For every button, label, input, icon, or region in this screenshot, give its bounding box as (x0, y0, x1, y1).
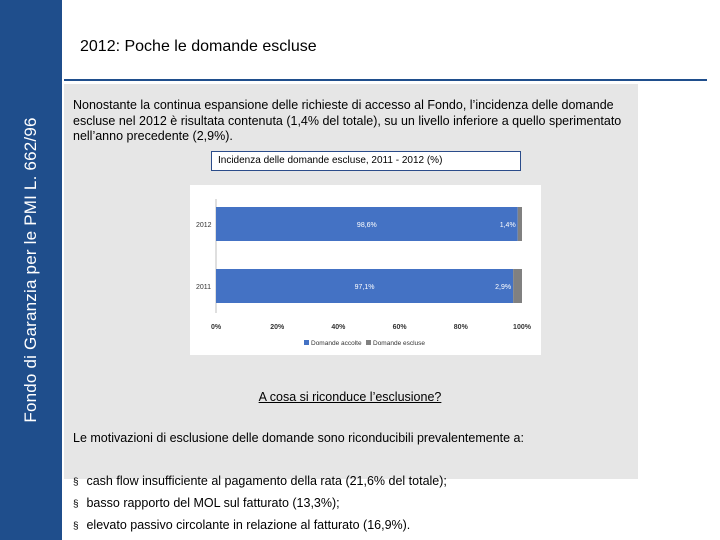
bullet-icon: § (73, 477, 79, 488)
bar-segment-0 (216, 269, 514, 303)
title-divider (64, 79, 707, 81)
list-item: § basso rapporto del MOL sul fatturato (… (73, 493, 447, 515)
category-label: 2012 (196, 222, 212, 229)
legend-swatch (304, 340, 309, 345)
chart-container: 2012 98,6% 1,4% 2011 97,1% 2,9% 0% 20% 40% 60% 80%… (190, 185, 541, 355)
category-label: 2011 (196, 284, 211, 291)
sidebar-band: Fondo di Garanzia per le PMI L. 662/96 (0, 0, 62, 540)
legend-swatch (366, 340, 371, 345)
sidebar-title: Fondo di Garanzia per le PMI L. 662/96 (21, 117, 40, 423)
intro-paragraph: Nonostante la continua espansione delle … (73, 98, 622, 143)
question-link[interactable]: A cosa si riconduce l’esclusione? (258, 390, 442, 404)
list-item-text: cash flow insufficiente al pagamento del… (86, 474, 447, 488)
x-tick-label: 60% (393, 324, 408, 331)
chart-title: Incidenza delle domande escluse, 2011 - … (211, 151, 521, 171)
bar-chart: 2012 98,6% 1,4% 2011 97,1% 2,9% 0% 20% 40% 60% 80%… (196, 199, 532, 347)
x-tick-label: 20% (270, 324, 285, 331)
x-tick-label: 40% (331, 324, 346, 331)
reasons-intro: Le motivazioni di esclusione delle doman… (73, 431, 524, 445)
data-label: 98,6% (357, 222, 377, 229)
x-tick-label: 100% (513, 324, 532, 331)
bar-segment-1 (517, 207, 522, 241)
bullet-icon: § (73, 521, 79, 532)
bar-segment-0 (216, 207, 518, 241)
list-item-text: elevato passivo circolante in relazione … (86, 518, 411, 532)
legend-label: Domande accolte (311, 340, 362, 347)
list-item: § elevato passivo circolante in relazion… (73, 515, 447, 537)
x-tick-label: 80% (454, 324, 469, 331)
legend-label: Domande escluse (373, 340, 425, 347)
bar-segment-1 (513, 269, 522, 303)
x-tick-label: 0% (211, 324, 222, 331)
data-label: 2,9% (495, 284, 511, 291)
bullet-icon: § (73, 499, 79, 510)
list-item-text: basso rapporto del MOL sul fatturato (13… (86, 496, 340, 510)
data-label: 1,4% (500, 222, 516, 229)
list-item: § cash flow insufficiente al pagamento d… (73, 471, 447, 493)
page-title: 2012: Poche le domande escluse (80, 38, 317, 55)
data-label: 97,1% (355, 284, 375, 291)
reasons-list: § cash flow insufficiente al pagamento d… (73, 471, 447, 537)
